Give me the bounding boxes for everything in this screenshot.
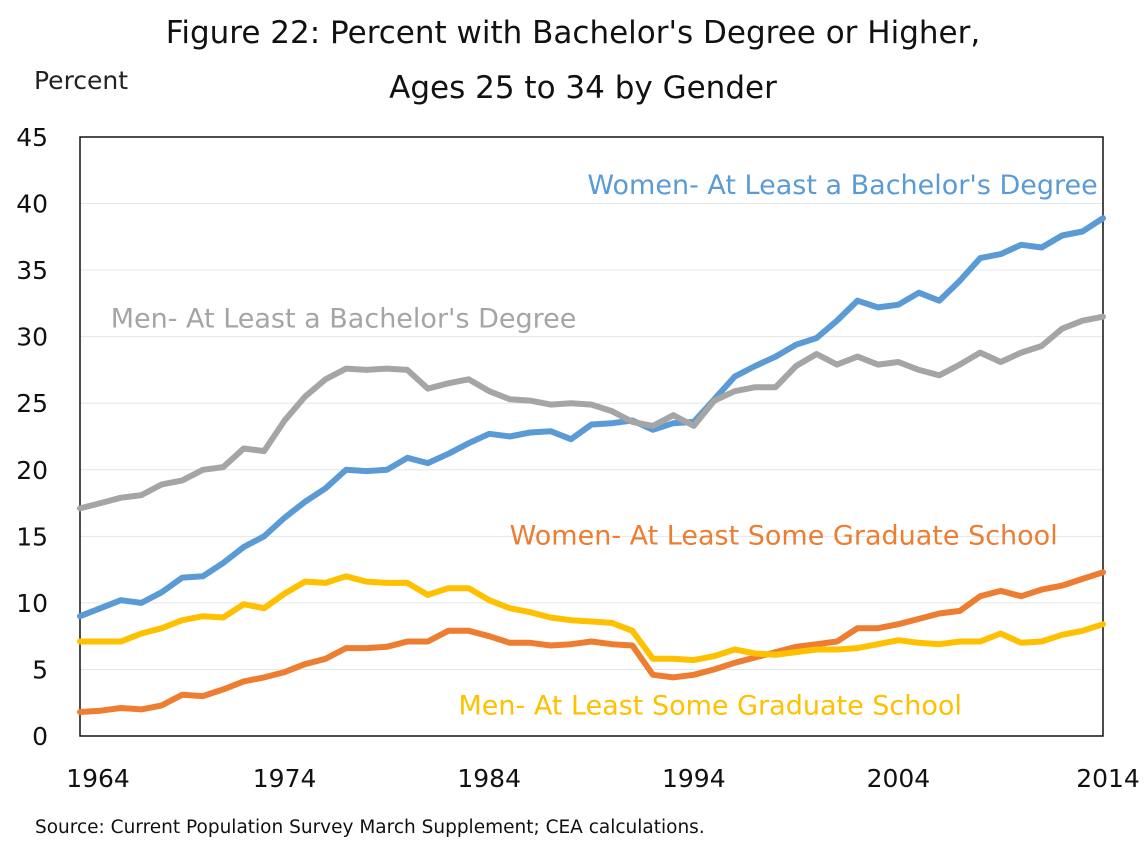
y-tick-label: 15: [16, 522, 48, 551]
x-tick-label: 2004: [867, 764, 931, 793]
y-tick-label: 0: [32, 722, 48, 751]
series-line-2: [77, 569, 1106, 715]
series-label-0: Women- At Least a Bachelor's Degree: [587, 170, 1097, 201]
y-tick-label: 30: [16, 323, 48, 352]
chart-title-line-2: Ages 25 to 34 by Gender: [389, 70, 777, 106]
y-tick-label: 35: [16, 256, 48, 285]
source-note: Source: Current Population Survey March …: [35, 817, 705, 838]
x-tick-label: 1994: [662, 764, 726, 793]
series-line-1: [77, 313, 1106, 512]
series-line-0: [77, 215, 1106, 620]
series-line-3: [77, 573, 1106, 664]
y-tick-label: 10: [16, 589, 48, 618]
x-tick-label: 2014: [1076, 764, 1140, 793]
chart-title-line-1: Figure 22: Percent with Bachelor's Degre…: [165, 15, 981, 51]
series-label-1: Men- At Least a Bachelor's Degree: [111, 303, 577, 334]
y-tick-label: 25: [16, 389, 48, 418]
y-tick-label: 40: [16, 190, 48, 219]
y-axis-unit-label: Percent: [34, 66, 129, 95]
series-label-2: Women- At Least Some Graduate School: [510, 520, 1058, 551]
series-label-3: Men- At Least Some Graduate School: [459, 691, 962, 722]
line-chart: 0 5 10 15 20 25 30 35 40 45 1964 1974 1984 1994 2004 2…: [16, 123, 1140, 793]
gridlines: [80, 203, 1103, 670]
y-tick-label: 45: [16, 123, 48, 152]
y-tick-label: 20: [16, 456, 48, 485]
series-labels: Women- At Least a Bachelor's Degree Men- …: [111, 170, 1098, 721]
y-axis-ticks: 0 5 10 15 20 25 30 35 40 45: [16, 123, 48, 751]
x-tick-label: 1984: [457, 764, 521, 793]
x-tick-label: 1964: [66, 764, 130, 793]
series-lines: [77, 215, 1106, 715]
x-tick-label: 1974: [253, 764, 317, 793]
y-tick-label: 5: [32, 655, 48, 684]
plot-area: [79, 136, 1104, 737]
x-axis-ticks: 1964 1974 1984 1994 2004 2014: [66, 764, 1140, 793]
